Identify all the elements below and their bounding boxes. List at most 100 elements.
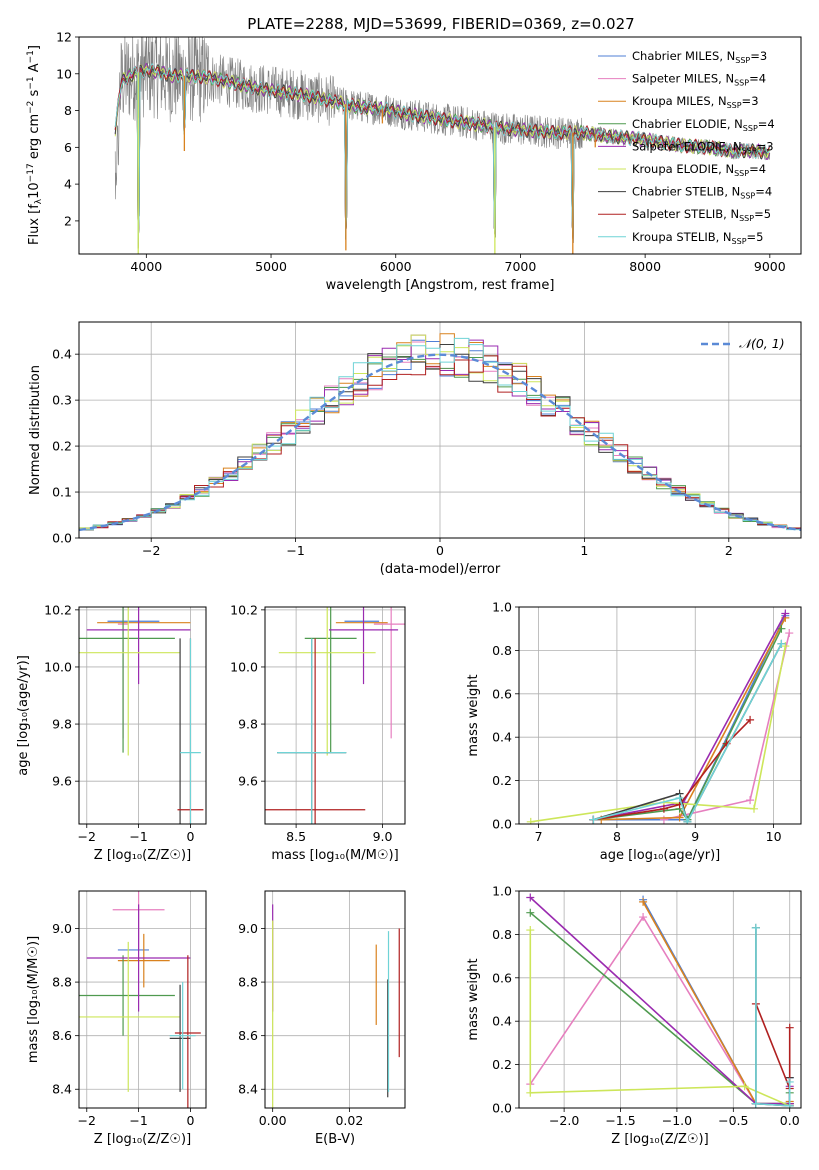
spectrum-ytick-label: 12 [56,30,72,45]
weight_vs_age-point-marker [746,796,755,805]
weight_vs_Z-ytick-label: 0.8 [492,927,512,942]
age_vs_mass-ytick-label: 10.0 [230,659,258,674]
spectrum-ylabel-part: Flux [f [27,204,42,245]
mass_vs_ebv-plot-area [272,904,400,1108]
weight_vs_Z-ytick-label: 0.6 [492,970,512,985]
spectrum-legend-entry: Salpeter STELIB, NSSP=5 [632,207,771,223]
spectrum-model-line [114,62,770,249]
weight_vs_Z-series-line [529,896,791,1105]
weight_vs_age-ytick-label: 0.0 [492,817,512,832]
weight_vs_Z-point-marker [740,1082,749,1091]
weight_vs_age-point-marker [781,642,790,651]
age_vs_mass-xtick-label: 8.5 [286,829,306,844]
age_vs_Z-xlabel: Z [log₁₀(Z/Z☉)] [94,848,191,863]
weight_vs_Z-series-line [755,927,791,1107]
spectrum-legend-n: , N [726,139,742,153]
weight_vs_age-ylabel: mass weight [466,674,481,756]
spectrum-legend-entry: Chabrier ELODIE, NSSP=4 [632,117,775,133]
residual-legend-label: 𝒩(0, 1) [739,336,785,351]
spectrum-legend-ssp: SSP [740,192,755,201]
spectrum-plot-area [114,37,771,254]
weight_vs_age-ytick-label: 1.0 [492,600,512,615]
spectrum-legend-nssp: 3 [760,49,767,63]
age_vs_Z-xtick-label: 0 [186,829,194,844]
weight_vs_Z-series-line [642,901,791,1105]
weight_vs_age-point-marker [750,804,758,813]
age_vs_Z-plot-area [79,607,204,824]
mass_vs_Z-xlabel: Z [log₁₀(Z/Z☉)] [94,1132,191,1147]
weight_vs_age-xtick-label: 10 [766,829,782,844]
mass_vs_Z-panel: −2 −1 0 8.4 8.6 8.8 9.0 Z [log₁₀(Z/Z☉)] mass [lo… [26,890,207,1147]
spectrum-legend-eq: = [749,162,759,176]
spectrum-legend-name: Salpeter STELIB [632,207,723,221]
weight_vs_age-series-line [593,613,787,821]
age_vs_mass-plot-area [265,607,405,824]
weight_vs_Z-xtick-label: −1.0 [662,1113,692,1128]
spectrum-legend-name: Chabrier MILES [632,49,719,63]
spectrum-legend-ssp: SSP [734,79,749,88]
normal-curve [79,353,801,532]
spectrum-legend-eq: = [755,185,765,199]
spectrum-ylabel-part: λ [34,198,44,204]
weight_vs_age-xlabel: age [log₁₀(age/yr)] [600,848,721,863]
residual_hist-ylabel: Normed distribution [28,365,43,495]
mass_vs_ebv-xtick-label: 0.02 [335,1113,363,1128]
weight_vs_Z-xtick-label: 0.0 [780,1113,800,1128]
weight_vs_age-ytick-label: 0.2 [492,773,512,788]
spectrum-ylabel-part: ] [27,45,42,50]
weight_vs_age-point-marker [683,817,692,824]
spectrum-legend-n: , N [711,94,727,108]
figure-title: PLATE=2288, MJD=53699, FIBERID=0369, z=0… [247,15,634,33]
spectrum-legend-ssp: SSP [739,214,754,223]
age_vs_mass-ytick-label: 9.6 [238,774,258,789]
weight_vs_Z-ylabel: mass weight [466,958,481,1040]
spectrum-legend-eq: = [749,72,759,86]
spectrum-legend-entry: Kroupa MILES, NSSP=3 [632,94,759,110]
spectrum-legend-entry: Chabrier STELIB, NSSP=4 [632,185,772,201]
weight_vs_Z-xlabel: Z [log₁₀(Z/Z☉)] [611,1132,708,1147]
weight_vs_Z-series-line [529,912,791,1105]
weight_vs_Z-xtick-label: −2.0 [549,1113,579,1128]
weight_vs_Z-ytick-label: 0.0 [492,1101,512,1116]
weight_vs_Z-plot-area [526,893,794,1108]
weight_vs_Z-series-line [529,930,791,1107]
weight_vs_age-series-line [593,628,783,822]
spectrum-ylabel-part: −17 [26,163,36,182]
mass_vs_Z-xtick-label: −1 [129,1113,147,1128]
mass_vs_Z-ytick-label: 9.0 [52,921,72,936]
spectrum-panel: 4000 5000 6000 7000 8000 9000 2 4 6 8 10 12 waveleng… [26,30,802,293]
mass_vs_Z-xtick-label: 0 [186,1113,194,1128]
residual_hist-xtick-label: 1 [580,543,588,558]
age_vs_Z-ytick-label: 9.8 [52,717,72,732]
weight_vs_age-plot-area [526,609,794,824]
spectrum-legend-nssp: 5 [756,230,763,244]
spectrum-legend-nssp: 4 [759,162,766,176]
weight_vs_age-point-marker [659,815,668,824]
spectrum-legend-eq: = [758,117,768,131]
mass_vs_ebv-ytick-label: 9.0 [238,921,258,936]
spectrum-legend-eq: = [757,139,767,153]
age_vs_Z-ytick-label: 10.0 [44,659,72,674]
spectrum-legend-name: Salpeter ELODIE [632,139,726,153]
spectrum-ytick-label: 10 [56,66,72,81]
spectrum-xlabel: wavelength [Angstrom, rest frame] [326,278,555,293]
spectrum-ylabel-part: −1 [26,50,36,63]
spectrum-legend-entry: Salpeter MILES, NSSP=4 [632,72,766,88]
spectrum-ytick-label: 2 [64,213,72,228]
residual_hist-ytick-label: 0.2 [52,439,72,454]
spectrum-legend-eq: = [754,207,764,221]
spectrum-xtick-label: 4000 [130,259,162,274]
spectrum-legend-name: Kroupa STELIB [632,230,716,244]
mass_vs_Z-plot-area [79,891,201,1108]
age_vs_mass-ytick-label: 10.2 [230,602,258,617]
weight_vs_age-xtick-label: 9 [691,829,699,844]
mass_vs_ebv-panel: 0.00 0.02 8.4 8.6 8.8 9.0 E(B-V) [238,890,406,1147]
mass_vs_ebv-ytick-label: 8.6 [238,1028,258,1043]
weight_vs_Z-point-marker [526,1088,535,1097]
weight_vs_Z-point-marker [526,926,535,935]
weight_vs_Z-point-marker [526,908,535,917]
spectrum-legend-n: , N [718,72,734,86]
age_vs_Z-panel: −2 −1 0 9.6 9.8 10.0 10.2 Z [log₁₀(Z/Z☉)] age [l… [16,602,207,863]
spectrum-legend-n: , N [716,230,732,244]
weight_vs_age-frame [518,606,802,825]
